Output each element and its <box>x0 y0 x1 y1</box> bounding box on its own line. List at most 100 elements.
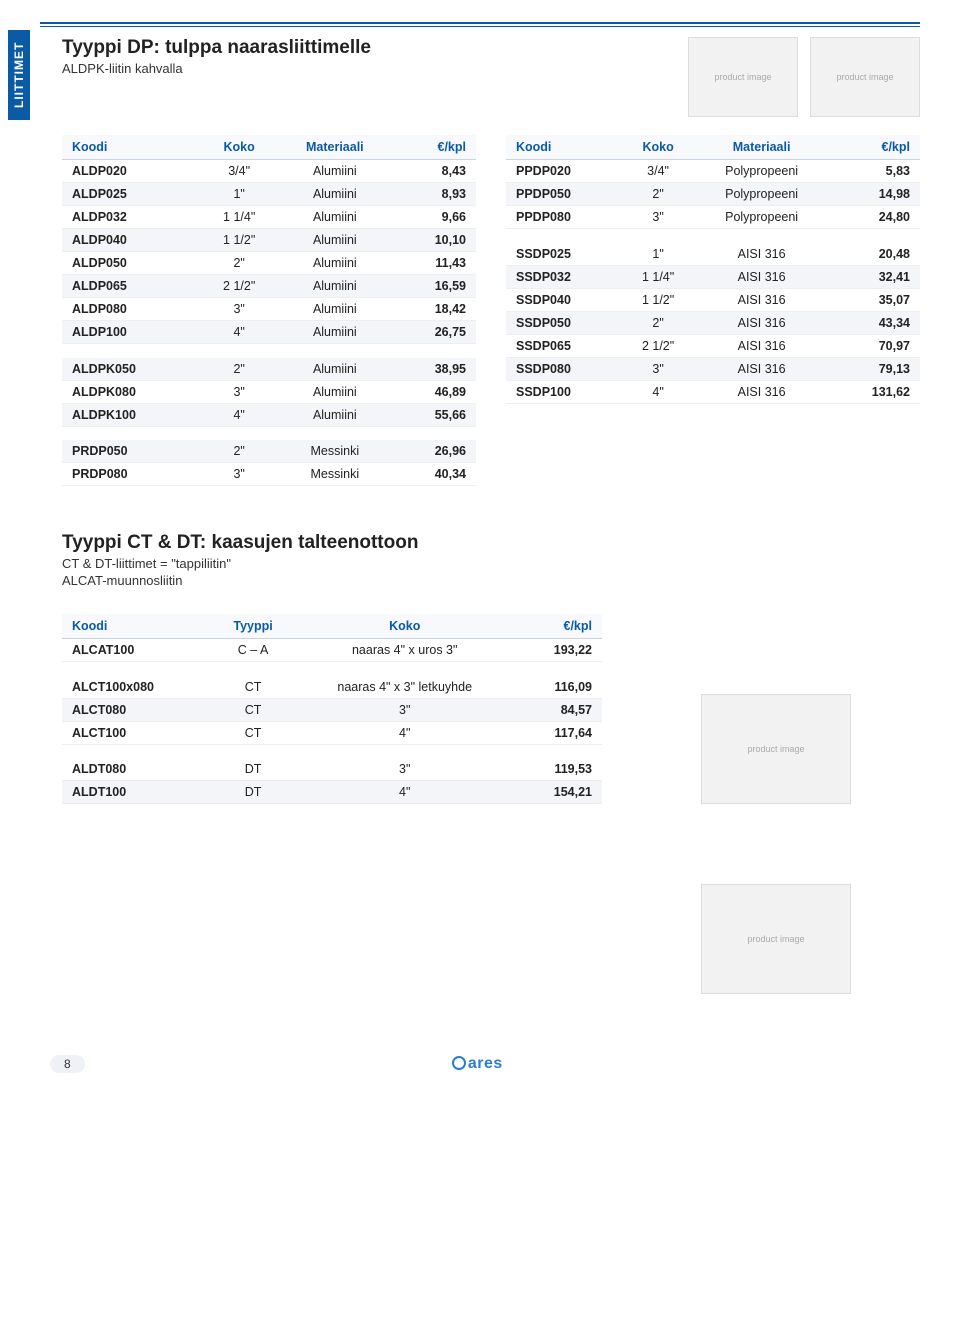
table-row: SSDP0321 1/4"AISI 31632,41 <box>506 265 920 288</box>
table-cell: Alumiini <box>276 275 395 298</box>
table-cell: ALDP040 <box>62 229 203 252</box>
table-header: Tyyppi <box>215 614 291 639</box>
table-row: PRDP0502"Messinki26,96 <box>62 440 476 463</box>
table1-right: KoodiKokoMateriaali€/kplPPDP0203/4"Polyp… <box>506 135 920 404</box>
table-cell: ALCAT100 <box>62 639 215 662</box>
table-cell: naaras 4" x uros 3" <box>291 639 519 662</box>
table1-right-col: KoodiKokoMateriaali€/kplPPDP0203/4"Polyp… <box>506 135 920 486</box>
table-cell: SSDP080 <box>506 357 624 380</box>
table-cell: Alumiini <box>276 403 395 426</box>
table-spacer <box>62 426 476 440</box>
product-image-coupling-2: product image <box>701 884 851 994</box>
table-cell: ALDP080 <box>62 298 203 321</box>
table-row: ALCT080CT3"84,57 <box>62 698 602 721</box>
table-row: ALDP1004"Alumiini26,75 <box>62 321 476 344</box>
table-row: ALDPK1004"Alumiini55,66 <box>62 403 476 426</box>
table-row: PPDP0502"Polypropeeni14,98 <box>506 183 920 206</box>
table-row: SSDP0401 1/2"AISI 31635,07 <box>506 288 920 311</box>
table-row: PPDP0803"Polypropeeni24,80 <box>506 206 920 229</box>
table-row: SSDP0803"AISI 31679,13 <box>506 357 920 380</box>
table-cell: 2 1/2" <box>624 334 693 357</box>
table-row: ALDT100DT4"154,21 <box>62 781 602 804</box>
table-row: PPDP0203/4"Polypropeeni5,83 <box>506 160 920 183</box>
table-cell: 1" <box>624 243 693 266</box>
table-cell: Alumiini <box>276 160 395 183</box>
table-cell: PRDP050 <box>62 440 203 463</box>
section1-header: Tyyppi DP: tulppa naarasliittimelle ALDP… <box>62 37 920 117</box>
table-cell: SSDP025 <box>506 243 624 266</box>
table-cell: 117,64 <box>519 721 602 744</box>
table-cell: Alumiini <box>276 380 395 403</box>
section1-title: Tyyppi DP: tulppa naarasliittimelle <box>62 37 371 59</box>
table-cell: ALDPK050 <box>62 358 203 381</box>
table-cell: AISI 316 <box>692 288 830 311</box>
table-cell: 4" <box>291 781 519 804</box>
table-cell: SSDP050 <box>506 311 624 334</box>
section1-subtitle: ALDPK-liitin kahvalla <box>62 61 371 76</box>
table-cell: 70,97 <box>831 334 920 357</box>
table-cell: AISI 316 <box>692 311 830 334</box>
table-row: ALDP0803"Alumiini18,42 <box>62 298 476 321</box>
table-row: ALDP0502"Alumiini11,43 <box>62 252 476 275</box>
table-cell: 3" <box>291 758 519 781</box>
product-image-coupling-1: product image <box>701 694 851 804</box>
table-header: Koodi <box>506 135 624 160</box>
top-border-2 <box>40 26 920 27</box>
table-cell: 2" <box>624 311 693 334</box>
table-cell: Alumiini <box>276 229 395 252</box>
table-cell: PPDP020 <box>506 160 624 183</box>
table-cell: 20,48 <box>831 243 920 266</box>
table-cell: DT <box>215 758 291 781</box>
table-cell: 3" <box>624 206 693 229</box>
table-cell: PPDP080 <box>506 206 624 229</box>
table-cell: ALDT100 <box>62 781 215 804</box>
table-cell: CT <box>215 698 291 721</box>
table-cell: 2" <box>203 440 276 463</box>
top-border-1 <box>40 22 920 24</box>
table-cell: 4" <box>291 721 519 744</box>
table-cell: ALDP020 <box>62 160 203 183</box>
table-cell: 1 1/4" <box>203 206 276 229</box>
table-cell: 116,09 <box>519 676 602 699</box>
table-cell: 11,43 <box>394 252 476 275</box>
table-cell: ALDP100 <box>62 321 203 344</box>
table-spacer <box>62 344 476 358</box>
table-spacer <box>62 662 602 676</box>
table-cell: ALCT080 <box>62 698 215 721</box>
section2-title: Tyyppi CT & DT: kaasujen talteenottoon <box>62 532 418 554</box>
table-header: €/kpl <box>394 135 476 160</box>
table-cell: DT <box>215 781 291 804</box>
table-cell: 32,41 <box>831 265 920 288</box>
table-row: ALDP0203/4"Alumiini8,43 <box>62 160 476 183</box>
table-row: ALDP0652 1/2"Alumiini16,59 <box>62 275 476 298</box>
table-cell: Alumiini <box>276 183 395 206</box>
table-header: Koko <box>291 614 519 639</box>
table-row: SSDP1004"AISI 316131,62 <box>506 380 920 403</box>
table-cell: 35,07 <box>831 288 920 311</box>
table-header: Koodi <box>62 614 215 639</box>
table-cell: 4" <box>203 321 276 344</box>
table-cell: 2" <box>203 358 276 381</box>
table2-col: KoodiTyyppiKoko€/kplALCAT100C – Anaaras … <box>62 614 602 804</box>
table2: KoodiTyyppiKoko€/kplALCAT100C – Anaaras … <box>62 614 602 804</box>
table-cell: 43,34 <box>831 311 920 334</box>
table-cell: Alumiini <box>276 358 395 381</box>
table-cell: 4" <box>203 403 276 426</box>
table-cell: 2" <box>203 252 276 275</box>
table-row: ALDPK0502"Alumiini38,95 <box>62 358 476 381</box>
table-spacer <box>62 744 602 758</box>
product-image-plug-1: product image <box>688 37 798 117</box>
table-cell: 2" <box>624 183 693 206</box>
table-cell: 154,21 <box>519 781 602 804</box>
section2-header: Tyyppi CT & DT: kaasujen talteenottoon C… <box>62 532 920 588</box>
table-cell: 2 1/2" <box>203 275 276 298</box>
table-cell: Messinki <box>276 463 395 486</box>
table-cell: ALDP065 <box>62 275 203 298</box>
table-cell: ALDT080 <box>62 758 215 781</box>
table-cell: 3" <box>203 298 276 321</box>
side-tab-liittimet: LIITTIMET <box>8 30 30 120</box>
section1-tables: KoodiKokoMateriaali€/kplALDP0203/4"Alumi… <box>62 135 920 486</box>
page-number: 8 <box>50 1055 85 1073</box>
table-cell: 26,75 <box>394 321 476 344</box>
table-cell: C – A <box>215 639 291 662</box>
